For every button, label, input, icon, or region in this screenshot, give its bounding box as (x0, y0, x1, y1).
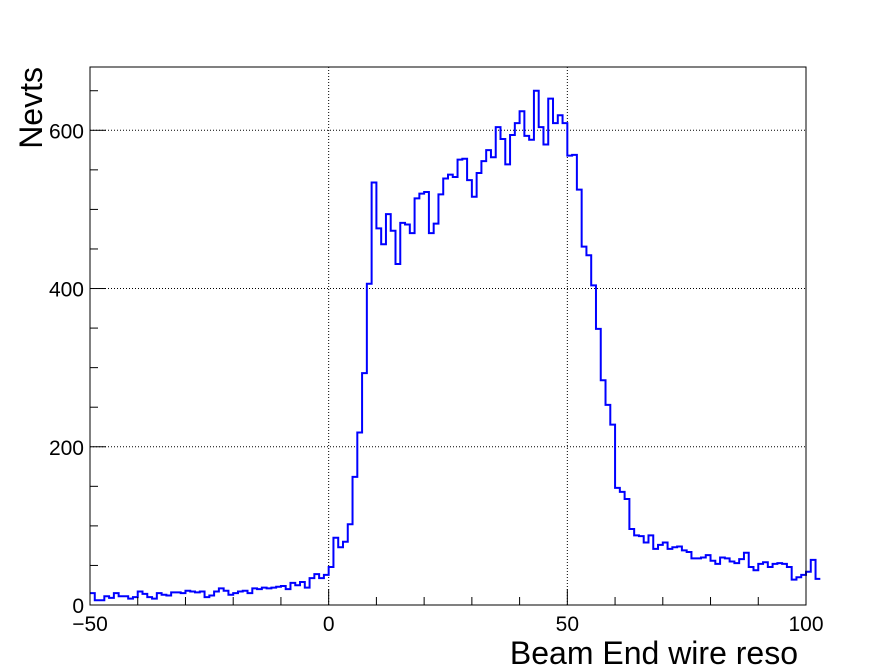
x-axis-title: Beam End wire reso (510, 635, 798, 671)
x-tick-label: −50 (72, 613, 108, 636)
y-tick-label: 600 (49, 120, 84, 143)
y-axis-title: Nevts (13, 67, 49, 149)
x-tick-labels: −50 0 50 100 (72, 613, 823, 636)
grid-lines (90, 67, 806, 605)
y-tick-label: 200 (49, 437, 84, 460)
histogram-line (90, 89, 821, 602)
y-tick-labels: 0 200 400 600 (49, 120, 84, 618)
plot-frame (89, 66, 807, 606)
x-tick-label: 0 (323, 613, 335, 636)
y-tick-label: 400 (49, 279, 84, 302)
x-tick-label: 50 (556, 613, 579, 636)
x-tick-label: 100 (788, 613, 823, 636)
axis-ticks (89, 90, 807, 606)
y-tick-label: 0 (72, 595, 84, 618)
